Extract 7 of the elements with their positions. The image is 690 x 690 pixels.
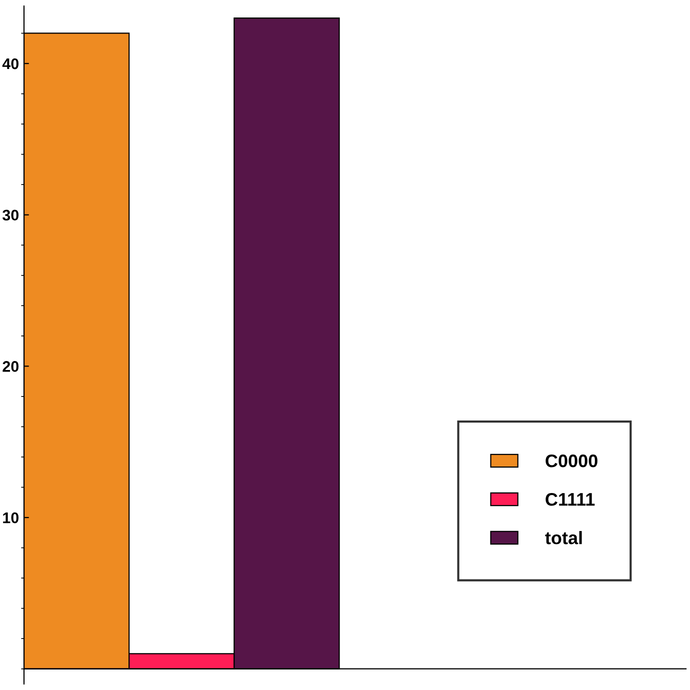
legend-label: C1111 [546,493,595,506]
legend-label: total [545,531,582,544]
y-tick-label: 10 [3,512,19,524]
y-tick-label: 20 [2,361,19,372]
legend-label: C0000 [546,454,598,468]
y-tick-label: 30 [2,210,19,221]
y-tick-label: 40 [2,58,19,70]
